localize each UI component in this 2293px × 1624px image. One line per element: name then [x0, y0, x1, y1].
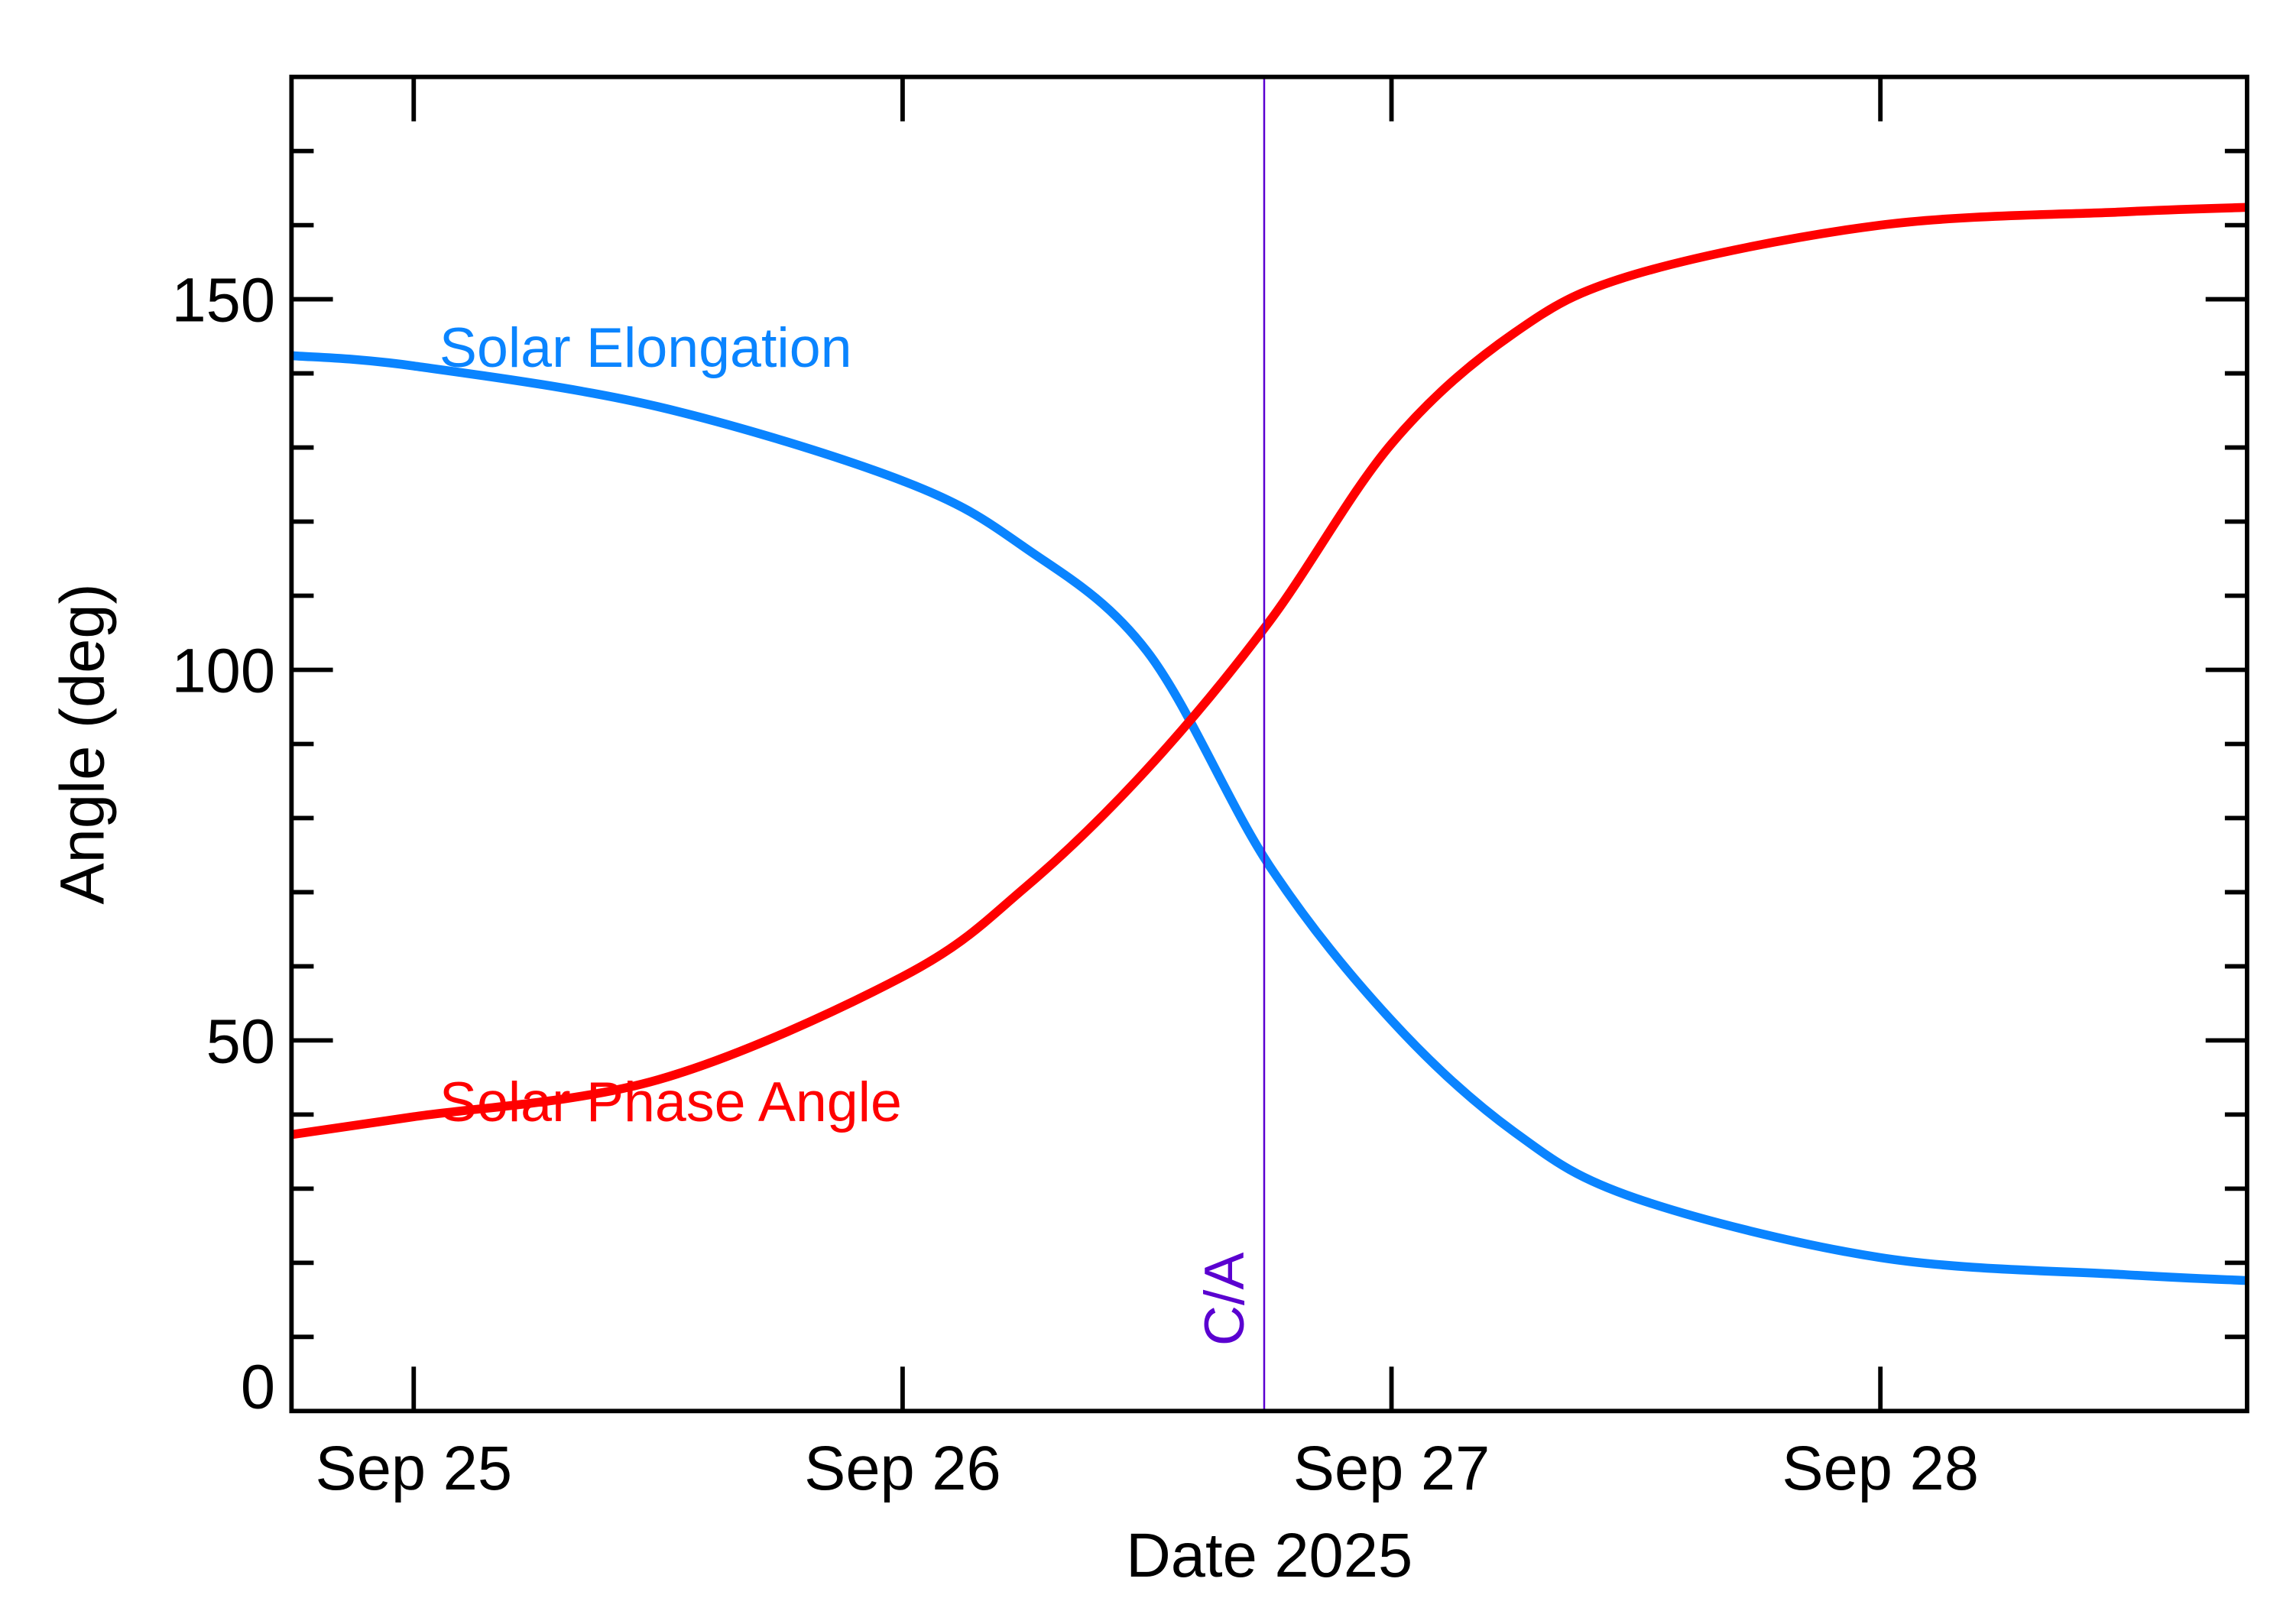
series-label-solar-elongation: Solar Elongation	[439, 316, 852, 379]
y-tick-label: 150	[171, 266, 275, 335]
plot-frame	[289, 74, 2249, 1414]
x-tick-label: Sep 25	[315, 1434, 512, 1503]
x-tick-label: Sep 28	[1782, 1434, 1979, 1503]
series-line-solar-phase-angle	[290, 203, 2248, 1139]
series-line-solar-elongation	[290, 351, 2248, 1285]
x-axis-title: Date 2025	[1126, 1521, 1412, 1590]
x-tick-label: Sep 27	[1293, 1434, 1490, 1503]
y-tick-label: 100	[171, 637, 275, 706]
series-label-solar-phase-angle: Solar Phase Angle	[439, 1070, 902, 1133]
y-axis-title: Angle (deg)	[48, 583, 118, 904]
x-tick-label: Sep 26	[804, 1434, 1001, 1503]
closest-approach-label: C/A	[1192, 1253, 1256, 1347]
y-tick-label: 0	[241, 1352, 275, 1421]
y-tick-label: 50	[206, 1006, 275, 1076]
